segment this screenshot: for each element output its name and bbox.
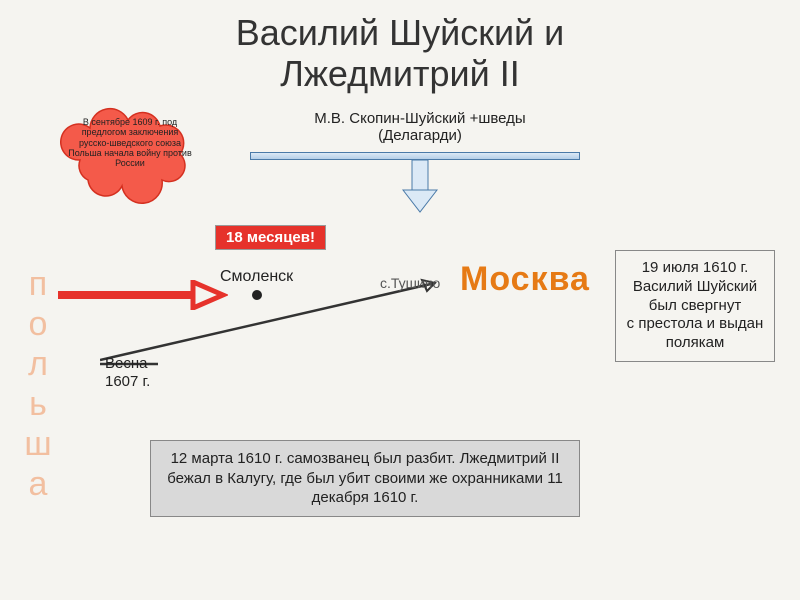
tushino-label: с.Тушино <box>380 275 440 291</box>
cloud-text: В сентябре 1609 г. под предлогом заключе… <box>68 117 192 169</box>
skopin-bar <box>250 152 580 160</box>
page-title: Василий Шуйский иЛжедмитрий II <box>0 0 800 95</box>
skopin-label: М.В. Скопин-Шуйский +шведы (Делагарди) <box>280 110 560 144</box>
diagonal-arrow-icon <box>100 225 460 375</box>
skopin-line2: (Делагарди) <box>280 127 560 144</box>
cloud-callout: В сентябре 1609 г. под предлогом заключе… <box>60 105 200 205</box>
right-info-box: 19 июля 1610 г.Василий Шуйскийбыл свергн… <box>615 250 775 362</box>
skopin-line1: М.В. Скопин-Шуйский +шведы <box>280 110 560 127</box>
down-arrow-icon <box>395 160 445 215</box>
polska-label: польша <box>18 265 57 505</box>
moscow-label: Москва <box>460 260 590 299</box>
spring-1607-label: Весна1607 г. <box>105 355 150 391</box>
bottom-info-box: 12 марта 1610 г. самозванец был разбит. … <box>150 440 580 517</box>
